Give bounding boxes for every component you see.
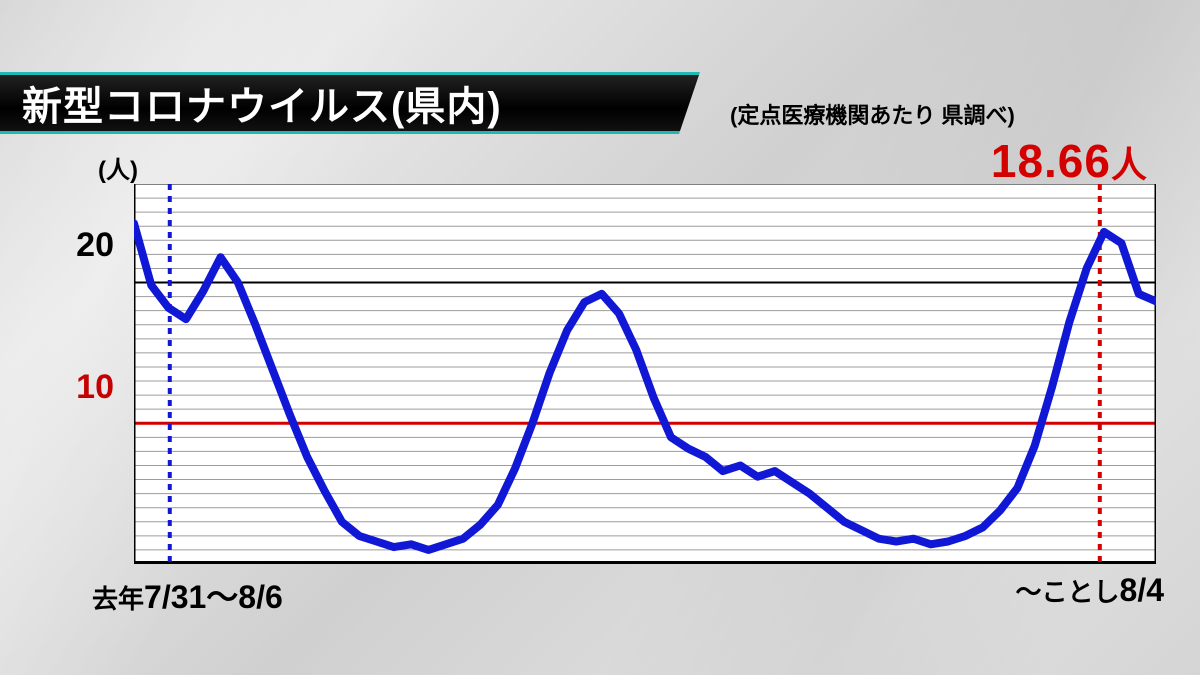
x-axis-end: ～ことし8/4 — [1016, 572, 1165, 609]
y-axis-unit: (人) — [98, 150, 138, 185]
title-text: 新型コロナウイルス(県内) — [22, 74, 502, 132]
chart: (人) 20 10 去年7/31～8/6 ～ことし8/4 — [54, 150, 1164, 620]
x-axis-start: 去年7/31～8/6 — [92, 572, 283, 618]
x-end-prefix: ～ことし — [1016, 577, 1120, 607]
y-tick-10: 10 — [54, 368, 114, 407]
subtitle: (定点医療機関あたり 県調べ) — [730, 98, 1015, 130]
x-start-main: 7/31～8/6 — [144, 579, 283, 615]
x-end-main: 8/4 — [1120, 572, 1164, 608]
x-start-prefix: 去年 — [92, 584, 144, 614]
y-tick-20: 20 — [54, 226, 114, 265]
plot-area — [134, 184, 1156, 564]
chart-svg — [134, 184, 1156, 564]
title-bar: 新型コロナウイルス(県内) — [0, 72, 700, 134]
